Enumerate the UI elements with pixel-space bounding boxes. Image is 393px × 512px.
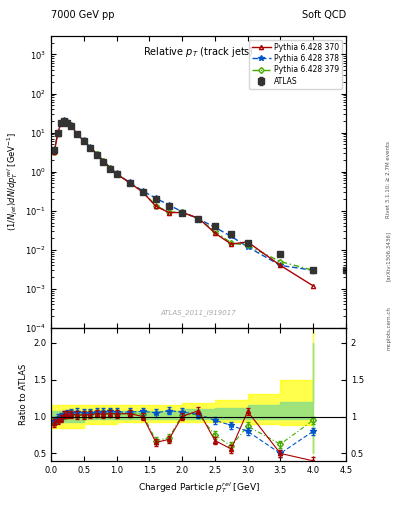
Pythia 6.428 370 [62,117,66,123]
Text: ATLAS_2011_I919017: ATLAS_2011_I919017 [161,310,236,316]
Text: [arXiv:1306.3436]: [arXiv:1306.3436] [386,231,391,281]
Pythia 6.428 378 [245,244,250,250]
Pythia 6.428 378 [81,137,86,143]
Legend: Pythia 6.428 370, Pythia 6.428 378, Pythia 6.428 379, ATLAS: Pythia 6.428 370, Pythia 6.428 378, Pyth… [249,39,342,89]
Text: mcplots.cern.ch: mcplots.cern.ch [386,306,391,350]
Pythia 6.428 379 [213,228,217,234]
Pythia 6.428 378 [311,267,316,273]
Pythia 6.428 370 [95,151,99,157]
Pythia 6.428 370 [229,241,233,247]
Pythia 6.428 378 [154,195,158,201]
Pythia 6.428 378 [213,224,217,230]
Text: Relative $p_T$ (track jets): Relative $p_T$ (track jets) [143,45,254,58]
Pythia 6.428 370 [154,203,158,209]
Pythia 6.428 378 [52,148,57,155]
Pythia 6.428 370 [81,138,86,144]
Pythia 6.428 379 [245,242,250,248]
Pythia 6.428 379 [311,267,316,273]
Pythia 6.428 379 [52,148,57,155]
Pythia 6.428 370 [167,209,171,216]
Pythia 6.428 379 [95,151,99,157]
Pythia 6.428 370 [108,165,112,171]
Pythia 6.428 370 [213,230,217,236]
X-axis label: Charged Particle $p^{rel}_{T}$ [GeV]: Charged Particle $p^{rel}_{T}$ [GeV] [138,480,259,495]
Pythia 6.428 379 [196,216,201,222]
Pythia 6.428 379 [88,144,93,151]
Pythia 6.428 378 [95,151,99,157]
Text: 7000 GeV pp: 7000 GeV pp [51,10,115,20]
Pythia 6.428 370 [245,239,250,245]
Pythia 6.428 370 [196,215,201,221]
Pythia 6.428 379 [180,209,184,215]
Pythia 6.428 370 [114,171,119,177]
Pythia 6.428 378 [65,119,70,125]
Pythia 6.428 378 [167,202,171,208]
Pythia 6.428 370 [59,120,63,126]
Pythia 6.428 370 [278,262,283,268]
Pythia 6.428 370 [68,122,73,129]
Pythia 6.428 378 [59,120,63,126]
Pythia 6.428 379 [114,171,119,177]
Pythia 6.428 370 [127,180,132,186]
Pythia 6.428 378 [180,208,184,215]
Pythia 6.428 378 [101,158,106,164]
Pythia 6.428 378 [75,131,80,137]
Pythia 6.428 378 [114,170,119,177]
Pythia 6.428 379 [55,130,60,136]
Pythia 6.428 370 [311,283,316,289]
Pythia 6.428 379 [108,165,112,171]
Pythia 6.428 370 [65,119,70,125]
Pythia 6.428 378 [278,262,283,268]
Pythia 6.428 370 [88,145,93,151]
Pythia 6.428 379 [127,180,132,186]
Pythia 6.428 379 [59,120,63,126]
Pythia 6.428 379 [75,131,80,137]
Pythia 6.428 378 [140,188,145,194]
Pythia 6.428 378 [68,122,73,128]
Pythia 6.428 379 [167,209,171,215]
Line: Pythia 6.428 379: Pythia 6.428 379 [52,119,315,272]
Pythia 6.428 379 [278,259,283,265]
Pythia 6.428 378 [229,233,233,240]
Pythia 6.428 378 [127,179,132,185]
Pythia 6.428 370 [55,131,60,137]
Line: Pythia 6.428 378: Pythia 6.428 378 [51,118,316,273]
Pythia 6.428 378 [108,164,112,170]
Pythia 6.428 378 [55,130,60,136]
Pythia 6.428 378 [196,216,201,222]
Line: Pythia 6.428 370: Pythia 6.428 370 [52,118,315,288]
Pythia 6.428 379 [65,119,70,125]
Y-axis label: $(1/N_{jet})dN/dp^{rel}_{T}\ [\mathrm{GeV}^{-1}]$: $(1/N_{jet})dN/dp^{rel}_{T}\ [\mathrm{Ge… [5,133,20,231]
Pythia 6.428 370 [180,209,184,216]
Text: Rivet 3.1.10; ≥ 2.7M events: Rivet 3.1.10; ≥ 2.7M events [386,141,391,218]
Pythia 6.428 370 [101,158,106,164]
Pythia 6.428 370 [140,189,145,195]
Pythia 6.428 379 [81,138,86,144]
Pythia 6.428 379 [154,203,158,209]
Pythia 6.428 378 [88,144,93,151]
Pythia 6.428 379 [62,118,66,124]
Pythia 6.428 379 [140,188,145,195]
Pythia 6.428 379 [68,122,73,128]
Pythia 6.428 370 [75,131,80,137]
Pythia 6.428 370 [52,149,57,155]
Pythia 6.428 379 [229,240,233,246]
Pythia 6.428 378 [62,117,66,123]
Text: Soft QCD: Soft QCD [301,10,346,20]
Y-axis label: Ratio to ATLAS: Ratio to ATLAS [18,364,28,425]
Pythia 6.428 379 [101,158,106,164]
